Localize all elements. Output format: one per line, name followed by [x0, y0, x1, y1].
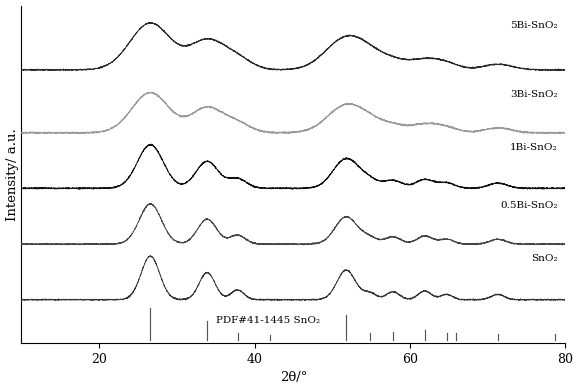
X-axis label: 2θ/°: 2θ/° — [280, 371, 307, 385]
Text: PDF#41-1445 SnO₂: PDF#41-1445 SnO₂ — [215, 316, 320, 325]
Y-axis label: Intensity/ a.u.: Intensity/ a.u. — [6, 128, 19, 221]
Text: SnO₂: SnO₂ — [531, 254, 558, 263]
Text: 5Bi-SnO₂: 5Bi-SnO₂ — [510, 21, 558, 30]
Text: 0.5Bi-SnO₂: 0.5Bi-SnO₂ — [500, 201, 558, 210]
Text: 1Bi-SnO₂: 1Bi-SnO₂ — [510, 143, 558, 152]
Text: 3Bi-SnO₂: 3Bi-SnO₂ — [510, 90, 558, 99]
